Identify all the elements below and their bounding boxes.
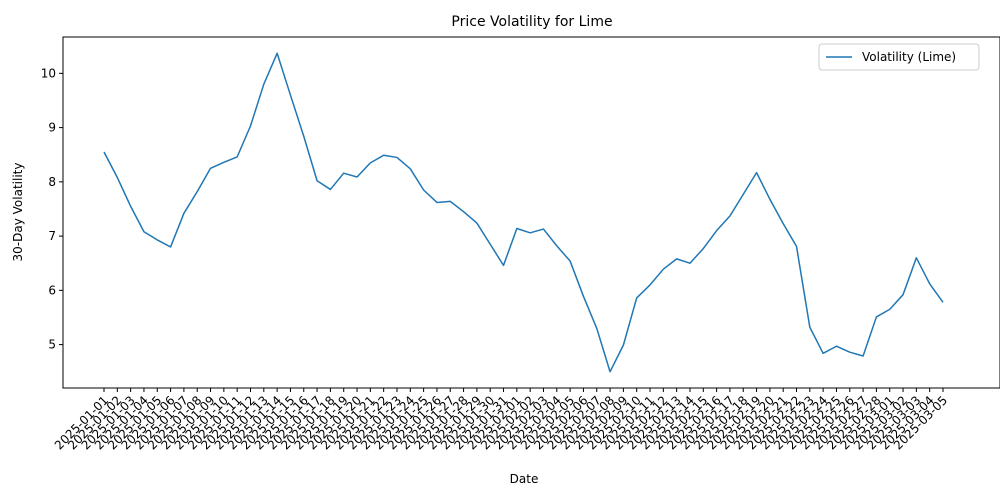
y-tick-label: 7 xyxy=(48,229,56,243)
chart-title: Price Volatility for Lime xyxy=(451,14,612,30)
series-lines xyxy=(103,52,944,373)
legend: Volatility (Lime) xyxy=(818,43,980,71)
y-axis-ticks: 5 6 7 8 9 10 xyxy=(41,66,63,352)
legend-label: Volatility (Lime) xyxy=(862,50,956,64)
x-axis-label: Date xyxy=(510,472,539,486)
y-tick-label: 8 xyxy=(48,175,56,189)
plot-frame xyxy=(62,36,1000,389)
y-tick-label: 10 xyxy=(41,66,56,80)
series-line-0 xyxy=(103,52,944,373)
y-axis-label: 30-Day Volatility xyxy=(11,163,25,262)
y-tick-label: 6 xyxy=(48,283,56,297)
legend-box xyxy=(818,43,980,71)
y-tick-label: 9 xyxy=(48,121,56,135)
x-axis-ticks: 2025-01-012025-01-022025-01-032025-01-04… xyxy=(52,388,950,452)
y-tick-label: 5 xyxy=(48,338,56,352)
